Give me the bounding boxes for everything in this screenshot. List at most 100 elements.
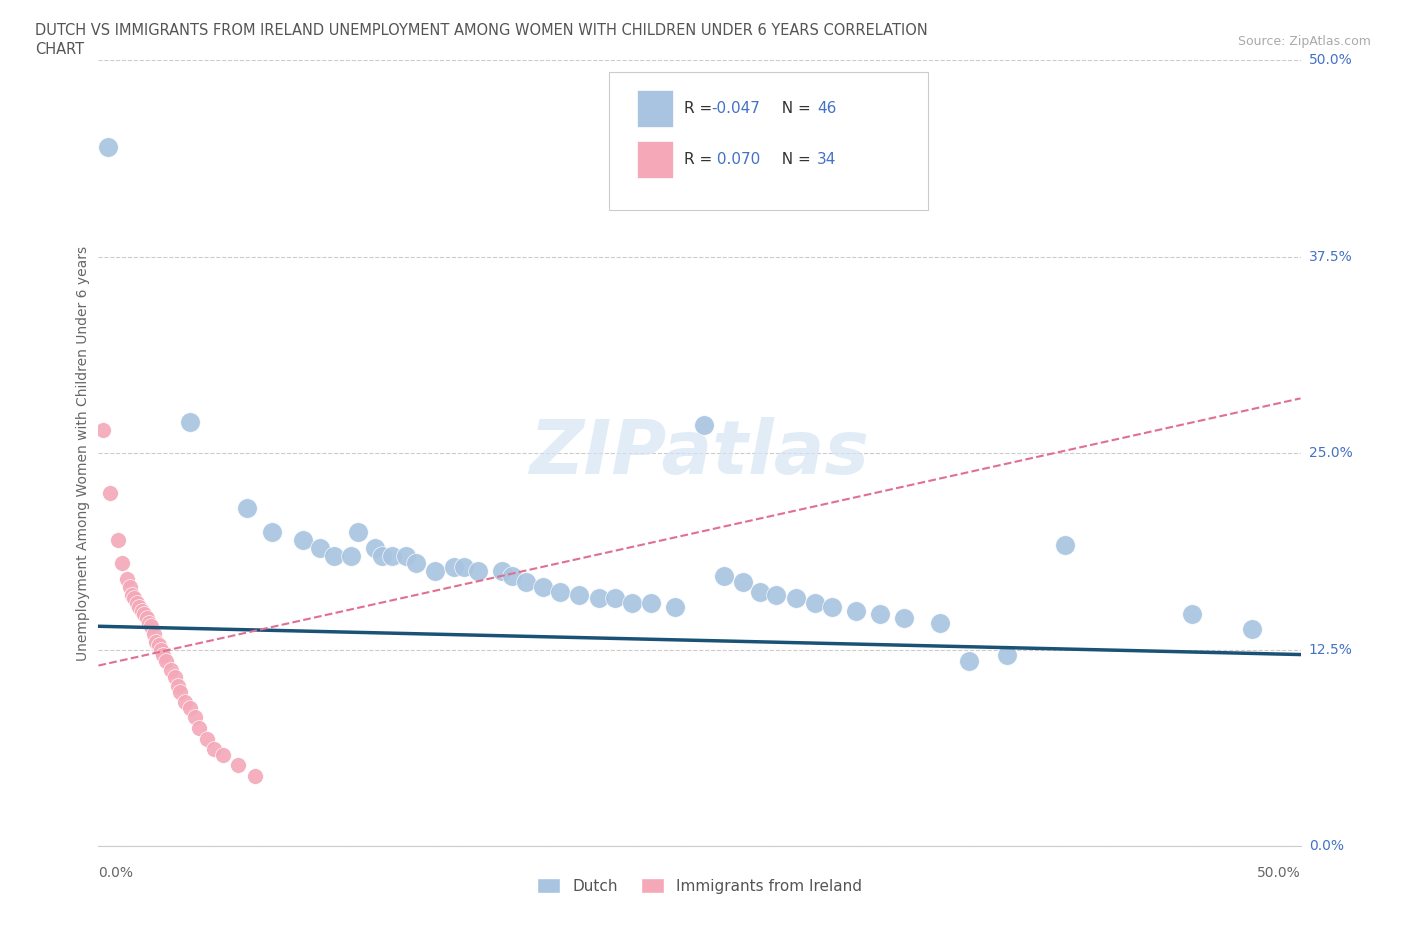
Point	[621, 595, 644, 610]
Point	[188, 721, 211, 736]
Point	[1181, 606, 1204, 621]
Point	[169, 684, 191, 699]
Text: ZIPatlas: ZIPatlas	[530, 417, 869, 490]
Point	[195, 732, 218, 747]
Point	[364, 540, 387, 555]
Point	[869, 606, 891, 621]
Point	[243, 768, 266, 783]
Point	[132, 606, 155, 621]
Point	[236, 501, 259, 516]
Point	[381, 548, 404, 563]
Point	[893, 611, 915, 626]
Point	[166, 679, 188, 694]
Point	[165, 669, 187, 684]
Point	[121, 588, 143, 603]
Text: 12.5%: 12.5%	[1309, 643, 1353, 657]
Point	[340, 548, 363, 563]
Y-axis label: Unemployment Among Women with Children Under 6 years: Unemployment Among Women with Children U…	[76, 246, 90, 661]
Point	[291, 532, 314, 547]
Point	[515, 575, 537, 590]
Point	[731, 575, 754, 590]
Point	[149, 643, 172, 658]
Text: 0.0%: 0.0%	[98, 866, 134, 880]
Point	[179, 415, 201, 430]
Point	[117, 572, 139, 587]
Point	[467, 564, 489, 578]
Text: R =: R =	[683, 152, 717, 167]
Text: CHART: CHART	[35, 42, 84, 57]
Point	[491, 564, 513, 578]
Point	[845, 604, 868, 618]
Text: 50.0%: 50.0%	[1309, 53, 1353, 68]
Point	[155, 654, 177, 669]
Point	[821, 600, 844, 615]
Text: 25.0%: 25.0%	[1309, 446, 1353, 460]
Point	[453, 559, 475, 574]
Point	[131, 604, 153, 618]
Point	[141, 618, 163, 633]
Point	[125, 595, 148, 610]
Point	[531, 579, 554, 594]
Point	[693, 418, 716, 432]
Point	[640, 595, 662, 610]
Text: 34: 34	[817, 152, 837, 167]
Point	[605, 591, 627, 605]
Point	[371, 548, 394, 563]
Point	[765, 588, 787, 603]
Point	[174, 695, 197, 710]
Point	[124, 591, 146, 605]
FancyBboxPatch shape	[637, 140, 673, 179]
Point	[347, 525, 370, 539]
Text: -0.047: -0.047	[711, 100, 761, 116]
Point	[1053, 538, 1076, 552]
Point	[501, 568, 523, 583]
Point	[713, 568, 735, 583]
Point	[568, 588, 591, 603]
Point	[142, 627, 165, 642]
Point	[804, 595, 827, 610]
Point	[260, 525, 283, 539]
Point	[135, 611, 157, 626]
Point	[1241, 622, 1264, 637]
Point	[152, 647, 174, 662]
Point	[443, 559, 465, 574]
Text: N =: N =	[772, 152, 815, 167]
Point	[423, 564, 446, 578]
Text: N =: N =	[772, 100, 815, 116]
Point	[308, 540, 330, 555]
Point	[145, 634, 167, 649]
Point	[548, 584, 571, 599]
Point	[111, 556, 134, 571]
Point	[128, 600, 150, 615]
Text: DUTCH VS IMMIGRANTS FROM IRELAND UNEMPLOYMENT AMONG WOMEN WITH CHILDREN UNDER 6 : DUTCH VS IMMIGRANTS FROM IRELAND UNEMPLO…	[35, 23, 928, 38]
Legend: Dutch, Immigrants from Ireland: Dutch, Immigrants from Ireland	[537, 878, 862, 894]
Text: Source: ZipAtlas.com: Source: ZipAtlas.com	[1237, 35, 1371, 48]
Point	[202, 741, 225, 756]
Point	[138, 616, 160, 631]
Text: 0.0%: 0.0%	[1309, 839, 1344, 854]
Point	[97, 140, 120, 154]
Point	[405, 556, 427, 571]
Point	[118, 579, 141, 594]
Point	[100, 485, 122, 500]
FancyBboxPatch shape	[637, 89, 673, 127]
Text: 37.5%: 37.5%	[1309, 250, 1353, 264]
Point	[588, 591, 610, 605]
Point	[957, 654, 980, 669]
Point	[928, 616, 950, 631]
Point	[748, 584, 770, 599]
Point	[226, 757, 249, 772]
FancyBboxPatch shape	[609, 73, 928, 210]
Text: 0.070: 0.070	[711, 152, 759, 167]
Point	[995, 647, 1018, 662]
Point	[323, 548, 346, 563]
Point	[91, 422, 114, 437]
Point	[179, 700, 201, 715]
Text: R =: R =	[683, 100, 717, 116]
Text: 46: 46	[817, 100, 837, 116]
Point	[212, 748, 235, 763]
Point	[148, 638, 170, 653]
Point	[107, 532, 129, 547]
Point	[183, 710, 205, 724]
Point	[664, 600, 686, 615]
